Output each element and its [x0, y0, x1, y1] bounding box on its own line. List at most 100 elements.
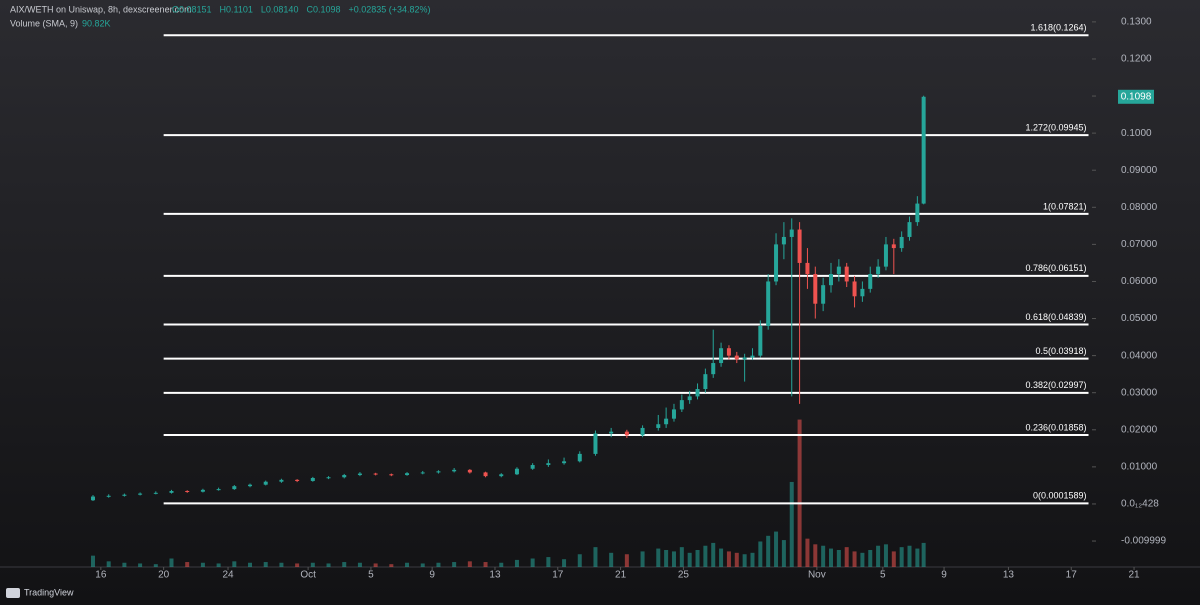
- candle-body: [656, 424, 661, 428]
- volume-bar: [106, 561, 111, 567]
- candle-body: [232, 486, 237, 490]
- volume-bar: [624, 554, 629, 567]
- volume-bar: [915, 548, 920, 567]
- candle-body: [624, 431, 629, 436]
- y-tick-label: 0.07000: [1121, 239, 1158, 250]
- candle-body: [664, 418, 669, 425]
- candle-body: [483, 472, 488, 477]
- candle-body: [640, 427, 645, 436]
- y-tick-label: 0.0₁₂428: [1121, 499, 1159, 510]
- volume-bar: [373, 563, 378, 567]
- volume-bar: [805, 538, 810, 567]
- volume-bar: [530, 558, 535, 567]
- volume-bar: [907, 545, 912, 567]
- candle-body: [883, 244, 888, 267]
- volume-bar: [562, 559, 567, 567]
- volume-bar: [436, 562, 441, 567]
- volume-title: Volume (SMA, 9): [10, 18, 78, 28]
- candle-body: [711, 363, 716, 375]
- volume-bar: [452, 562, 457, 567]
- y-tick-label: 0.02000: [1121, 424, 1158, 435]
- x-tick-label: Nov: [808, 570, 826, 581]
- candle-body: [868, 274, 873, 289]
- candle-body: [742, 357, 747, 360]
- fib-label: 1.272(0.09945): [1025, 123, 1086, 133]
- y-tick-label: 0.08000: [1121, 202, 1158, 213]
- volume-bar: [844, 547, 849, 567]
- volume-bar: [357, 562, 362, 567]
- volume-bar: [640, 551, 645, 567]
- candle-body: [357, 473, 362, 476]
- volume-bar: [921, 542, 926, 567]
- volume-bar: [852, 551, 857, 567]
- ohlc-value: L0.08140: [261, 4, 299, 14]
- candle-body: [774, 244, 779, 282]
- candle-body: [169, 490, 174, 493]
- candle-body: [734, 355, 739, 360]
- volume-bar: [821, 545, 826, 567]
- candle-body: [852, 281, 857, 297]
- volume-bar: [836, 549, 841, 567]
- volume-bar: [719, 548, 724, 567]
- candle-body: [279, 479, 284, 482]
- volume-bar: [609, 552, 614, 567]
- candle-body: [248, 484, 253, 487]
- candle-body: [467, 469, 472, 473]
- candle-body: [326, 477, 331, 479]
- candle-body: [295, 479, 300, 481]
- candle-body: [562, 461, 567, 464]
- x-tick-label: 16: [95, 570, 107, 581]
- ohlc-value: C0.1098: [306, 4, 340, 14]
- fib-label: 1.618(0.1264): [1030, 23, 1086, 33]
- volume-bar: [711, 542, 716, 567]
- volume-bar: [514, 559, 519, 567]
- volume-bar: [671, 551, 676, 567]
- volume-bar: [326, 563, 331, 567]
- volume-bar: [813, 544, 818, 567]
- fib-label: 0.5(0.03918): [1035, 346, 1086, 356]
- fib-layer: 1.618(0.1264) 1.272(0.09945) 1(0.07821) 0.7…: [163, 23, 1089, 505]
- x-tick-label: 17: [1066, 570, 1078, 581]
- volume-bar: [200, 562, 205, 567]
- volume-bar: [726, 551, 731, 567]
- volume-bar: [138, 563, 143, 567]
- volume-bar: [232, 561, 237, 567]
- ohlc-value: O0.08151: [172, 4, 212, 14]
- candle-body: [577, 453, 582, 462]
- candle-body: [679, 400, 684, 410]
- y-tick-label: 0.01000: [1121, 462, 1158, 473]
- candle-body: [671, 409, 676, 419]
- brand-name: TradingView: [24, 587, 74, 597]
- candle-body: [546, 463, 551, 466]
- candle-body: [750, 355, 755, 358]
- x-tick-label: 21: [1128, 570, 1140, 581]
- volume-bar: [122, 562, 127, 567]
- volume-bar: [687, 552, 692, 567]
- ohlc-value: +0.02835 (+34.82%): [348, 4, 430, 14]
- volume-bar: [703, 545, 708, 567]
- candle-body: [530, 465, 535, 469]
- volume-bar: [389, 564, 394, 567]
- volume-bar: [310, 562, 315, 567]
- candle-body: [695, 389, 700, 397]
- volume-bar: [742, 554, 747, 567]
- volume-bar: [577, 554, 582, 567]
- candle-body: [781, 236, 786, 245]
- x-tick-label: 25: [678, 570, 690, 581]
- volume-bar: [774, 531, 779, 567]
- volume-bar: [734, 552, 739, 567]
- candle-body: [915, 203, 920, 223]
- x-tick-label: 21: [615, 570, 627, 581]
- candle-body: [726, 348, 731, 356]
- volume-bar: [185, 562, 190, 567]
- volume-bar: [169, 558, 174, 567]
- y-tick-label: 0.09000: [1121, 165, 1158, 176]
- volume-bar: [883, 544, 888, 567]
- y-tick-label: 0.04000: [1121, 350, 1158, 361]
- candle-body: [609, 431, 614, 434]
- candle-body: [106, 495, 111, 497]
- volume-bar: [546, 557, 551, 567]
- volume-bar: [90, 555, 95, 567]
- ohlc-value: H0.1101: [220, 4, 253, 14]
